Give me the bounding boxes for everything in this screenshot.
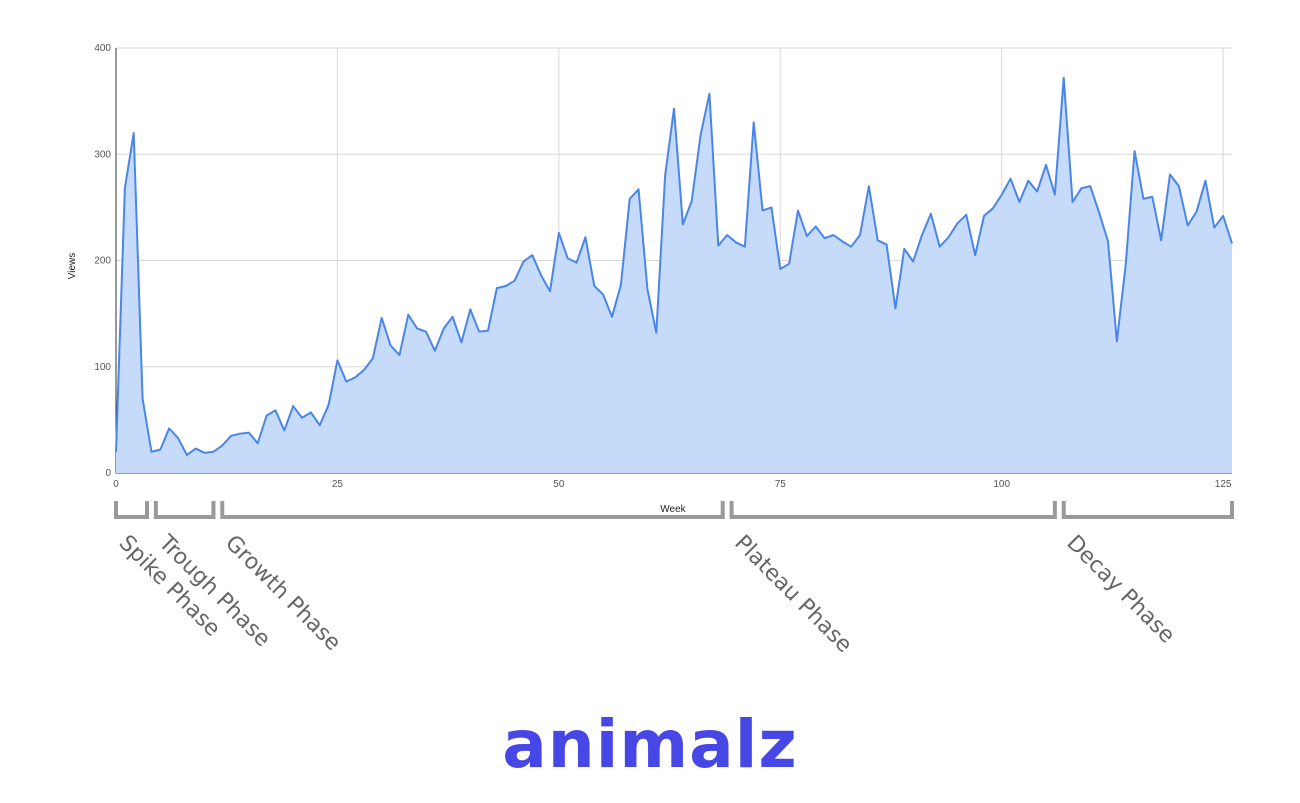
series-area-fill — [116, 77, 1232, 473]
x-tick-label: 100 — [993, 479, 1010, 490]
phase-bracket — [153, 501, 216, 519]
y-tick-label: 100 — [94, 362, 111, 373]
x-tick-label: 25 — [332, 479, 344, 490]
x-tick-label: 0 — [113, 479, 119, 490]
y-tick-label: 200 — [94, 256, 111, 267]
y-tick-label: 400 — [94, 43, 111, 54]
phase-label: Plateau Phase — [729, 531, 856, 658]
x-tick-label: 125 — [1215, 479, 1232, 490]
x-tick-labels: 0 25 50 75 100 125 — [113, 479, 1232, 490]
phase-label: Growth Phase — [220, 531, 345, 656]
x-tick-label: 75 — [775, 479, 787, 490]
area-chart: 0 25 50 75 100 125 0 100 200 300 400 Week Views S… — [67, 43, 1234, 658]
y-tick-labels: 0 100 200 300 400 — [94, 43, 111, 479]
x-tick-label: 50 — [553, 479, 565, 490]
animalz-logo: animalz — [502, 706, 798, 783]
phase-bracket — [729, 501, 1057, 519]
series-area-layer — [115, 76, 1233, 473]
y-tick-label: 0 — [105, 468, 111, 479]
phase-bracket — [1061, 501, 1234, 519]
phase-label: Decay Phase — [1061, 531, 1179, 649]
y-tick-label: 300 — [94, 149, 111, 160]
phase-bracket — [220, 501, 725, 519]
x-axis-label: Week — [660, 504, 686, 515]
y-axis-label: Views — [67, 253, 78, 280]
phase-bracket — [114, 501, 149, 519]
series-line — [115, 76, 1233, 456]
